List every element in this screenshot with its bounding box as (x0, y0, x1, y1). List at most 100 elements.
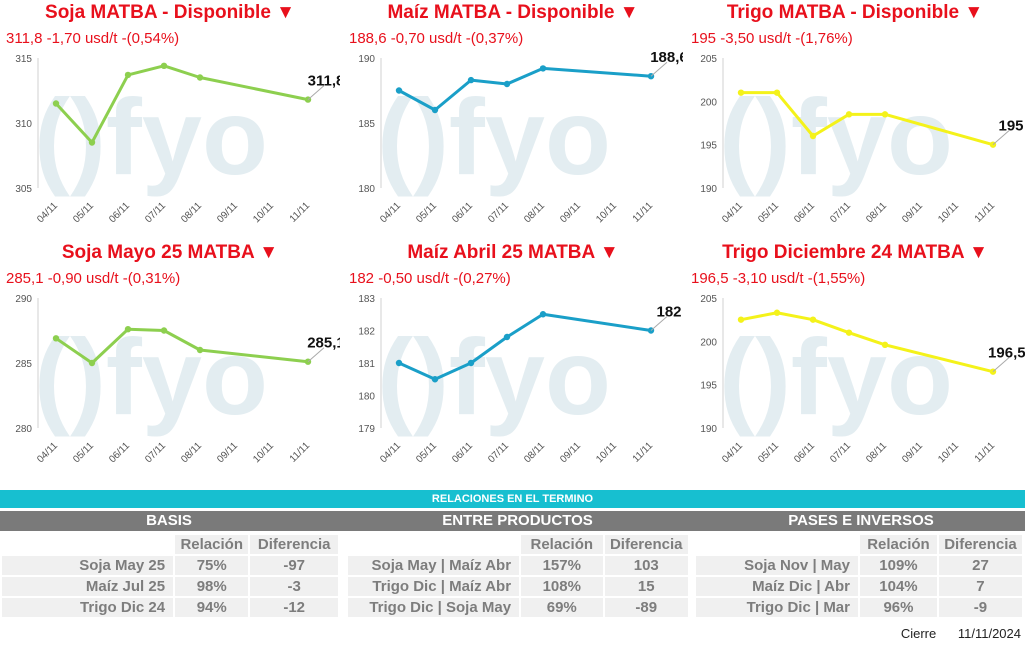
y-tick-label: 310 (15, 119, 32, 130)
table-row: Soja May 25 75% -97 (2, 556, 338, 575)
x-tick-label: 10/11 (936, 200, 961, 225)
x-tick-label: 10/11 (936, 440, 961, 465)
data-point (52, 100, 60, 107)
x-tick-label: 05/11 (414, 200, 439, 225)
x-tick-label: 08/11 (864, 200, 889, 225)
y-tick-label: 205 (700, 294, 717, 305)
fyo-watermark: ()fyo (377, 316, 611, 437)
row-diferencia: -89 (604, 598, 688, 617)
x-tick-label: 08/11 (179, 200, 204, 225)
end-value-label: 182 (656, 304, 681, 321)
end-value-label: 196,50 (988, 345, 1025, 362)
row-relacion: 104% (860, 577, 937, 596)
series-line (54, 64, 309, 144)
footer-label: Cierre (900, 626, 937, 641)
data-point (395, 87, 403, 94)
header-blank (2, 535, 174, 554)
table-row: Soja Nov | May 109% 27 (696, 556, 1022, 575)
end-value-label: 195 (998, 118, 1023, 135)
fyo-watermark: ()fyo (719, 76, 953, 197)
x-tick-label: 06/11 (450, 200, 475, 225)
col-relacion: Relación (521, 535, 603, 554)
y-tick-label: 179 (358, 424, 375, 435)
y-tick-label: 205 (700, 54, 717, 65)
data-point (88, 359, 96, 367)
col-diferencia: Diferencia (938, 535, 1022, 554)
chart-title: Soja MATBA - Disponible ▼ (45, 2, 295, 23)
entre-productos-title: ENTRE PRODUCTOS (442, 512, 593, 529)
y-tick-label: 285 (15, 359, 32, 370)
row-relacion: 109% (860, 556, 937, 575)
chart-maiz-abril: Maíz Abril 25 MATBA ▼ 182 -0,50 usd/t -(… (343, 240, 683, 480)
row-label: Trigo Dic 24 (2, 598, 174, 617)
x-tick-label: 05/11 (414, 440, 439, 465)
x-tick-label: 11/11 (973, 200, 998, 225)
x-tick-label: 10/11 (251, 440, 276, 465)
x-tick-label: 07/11 (486, 200, 511, 225)
row-diferencia: -12 (250, 598, 338, 617)
x-tick-label: 08/11 (179, 440, 204, 465)
end-label-leader (307, 85, 325, 100)
data-point (845, 329, 853, 336)
row-relacion: 98% (175, 577, 249, 596)
basis-table: Relación Diferencia Soja May 25 75% -97 … (0, 533, 340, 619)
row-diferencia: 7 (938, 577, 1022, 596)
row-diferencia: 27 (938, 556, 1022, 575)
data-point (845, 111, 853, 118)
series-line (55, 327, 309, 365)
header-blank (348, 535, 520, 554)
chart-trigo-diciembre: Trigo Diciembre 24 MATBA ▼ 196,5 -3,10 u… (685, 240, 1025, 480)
data-point (124, 326, 132, 333)
section-header-band: BASIS ENTRE PRODUCTOS PASES E INVERSOS (0, 511, 1025, 531)
x-tick-label: 05/11 (756, 440, 781, 465)
table-row: Trigo Dic | Soja May 69% -89 (348, 598, 688, 617)
end-value-label: 188,6 (650, 49, 683, 66)
footer-date: 11/11/2024 (957, 626, 1021, 641)
chart-subtitle: 188,6 -0,70 usd/t -(0,37%) (349, 30, 524, 47)
chart-subtitle: 196,5 -3,10 usd/t -(1,55%) (691, 270, 866, 287)
x-tick-label: 09/11 (558, 440, 583, 465)
data-point (160, 62, 168, 69)
header-blank (696, 535, 858, 554)
end-label-leader (307, 347, 325, 363)
chart-soja-mayo: Soja Mayo 25 MATBA ▼ 285,1 -0,90 usd/t -… (0, 240, 340, 480)
row-relacion: 75% (175, 556, 249, 575)
chart-subtitle: 285,1 -0,90 usd/t -(0,31%) (6, 270, 181, 287)
row-relacion: 96% (860, 598, 937, 617)
data-point (467, 76, 475, 84)
x-tick-label: 09/11 (900, 440, 925, 465)
end-label-leader (992, 357, 1010, 373)
row-diferencia: -3 (250, 577, 338, 596)
row-label: Maíz Jul 25 (2, 577, 174, 596)
data-point (196, 346, 204, 354)
table-row: Trigo Dic | Mar 96% -9 (696, 598, 1022, 617)
x-tick-label: 07/11 (143, 440, 168, 465)
x-tick-label: 11/11 (288, 200, 313, 225)
x-tick-label: 08/11 (522, 200, 547, 225)
data-point (737, 316, 745, 323)
series-line (740, 311, 994, 374)
x-tick-label: 10/11 (251, 200, 276, 225)
data-point (737, 89, 745, 96)
x-tick-label: 07/11 (143, 200, 168, 225)
y-tick-label: 195 (700, 141, 717, 152)
footer: Cierre 11/11/2024 (883, 626, 1021, 641)
table-row: Trigo Dic 24 94% -12 (2, 598, 338, 617)
chart-subtitle: 311,8 -1,70 usd/t -(0,54%) (6, 30, 180, 47)
basis-title: BASIS (146, 512, 192, 529)
chart-title: Maíz MATBA - Disponible ▼ (387, 2, 639, 23)
pases-inversos-title: PASES E INVERSOS (788, 512, 934, 529)
x-tick-label: 06/11 (792, 200, 817, 225)
x-tick-label: 10/11 (594, 200, 619, 225)
table-row: Soja May | Maíz Abr 157% 103 (348, 556, 688, 575)
end-value-label: 311,8 (308, 73, 340, 90)
row-label: Maíz Dic | Abr (696, 577, 858, 596)
row-relacion: 157% (521, 556, 603, 575)
x-tick-label: 05/11 (71, 200, 96, 225)
fyo-watermark: ()fyo (377, 76, 611, 197)
data-point (431, 376, 439, 383)
